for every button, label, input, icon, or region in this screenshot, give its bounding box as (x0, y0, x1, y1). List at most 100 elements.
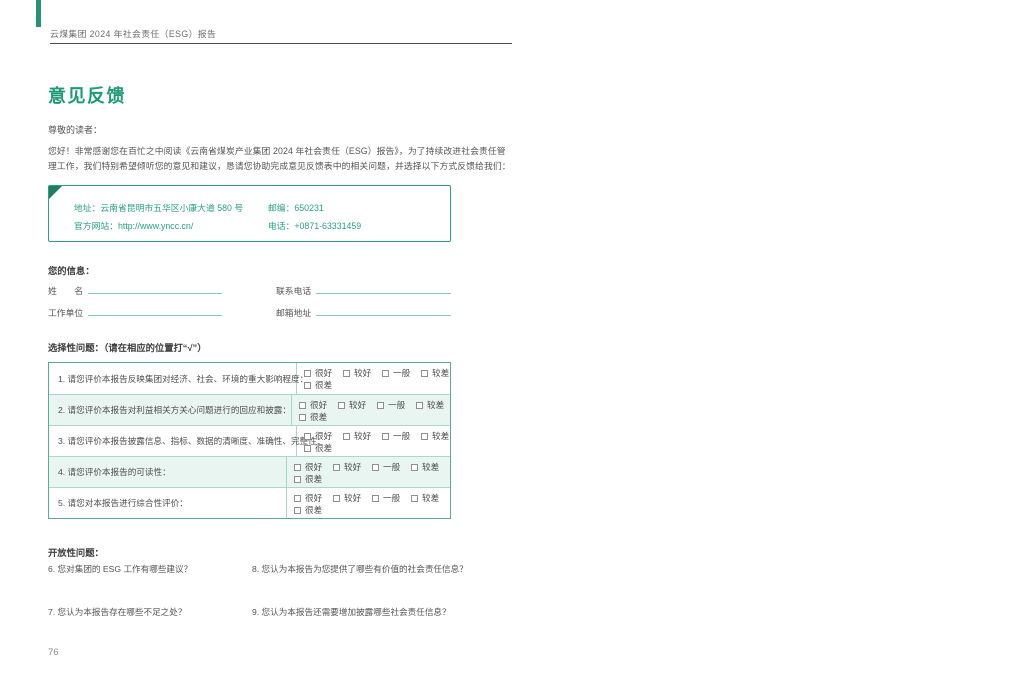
rating-option[interactable]: 很好 (304, 430, 343, 442)
rating-option[interactable]: 较好 (333, 492, 372, 504)
question-text: 3. 请您评价本报告披露信息、指标、数据的清晰度、准确性、完整性： (49, 426, 325, 456)
open-question-8: 8. 您认为本报告为您提供了哪些有价值的社会责任信息？ (252, 564, 468, 574)
checkbox-icon[interactable] (333, 494, 340, 502)
options-cell: 很好 较好 一般 较差 很差 (287, 488, 450, 518)
rating-option[interactable]: 很好 (304, 367, 343, 379)
contact-address: 地址：云南省昆明市五华区小康大道 580 号 (74, 203, 244, 213)
checkbox-icon[interactable] (372, 463, 379, 471)
checkbox-icon[interactable] (294, 494, 301, 502)
name-field-input[interactable] (88, 293, 222, 294)
rating-option[interactable]: 较差 (411, 461, 450, 473)
intro-paragraph-line-1: 您好！非常感谢您在百忙之中阅读《云南省煤炭产业集团 2024 年社会责任（ESG… (48, 146, 506, 156)
checkbox-icon[interactable] (421, 369, 428, 377)
rating-option-label: 很好 (305, 493, 323, 503)
checkbox-icon[interactable] (333, 463, 340, 471)
report-header-title: 云煤集团 2024 年社会责任（ESG）报告 (50, 29, 217, 39)
checkbox-icon[interactable] (421, 432, 428, 440)
checkbox-icon[interactable] (299, 401, 306, 409)
table-row: 3. 请您评价本报告披露信息、指标、数据的清晰度、准确性、完整性： 很好 较好 一般… (49, 425, 450, 456)
rating-option[interactable]: 较差 (411, 492, 450, 504)
rating-option[interactable]: 较好 (338, 399, 377, 411)
rating-option[interactable]: 较好 (343, 430, 382, 442)
page-number: 76 (48, 647, 59, 658)
rating-option[interactable]: 很差 (294, 504, 333, 516)
email-field-label: 邮箱地址 (276, 308, 312, 318)
rating-option-label: 很好 (305, 462, 323, 472)
checkbox-icon[interactable] (382, 369, 389, 377)
rating-option[interactable]: 一般 (372, 492, 411, 504)
table-row: 1. 请您评价本报告反映集团对经济、社会、环境的重大影响程度： 很好 较好 一般 较差… (49, 363, 450, 394)
rating-option-label: 较差 (432, 368, 450, 378)
contact-phone: 电话：+0871-63331459 (268, 221, 362, 231)
rating-option[interactable]: 较好 (343, 367, 382, 379)
rating-option[interactable]: 很差 (304, 442, 343, 454)
checkbox-icon[interactable] (382, 432, 389, 440)
checkbox-icon[interactable] (338, 401, 345, 409)
checkbox-icon[interactable] (343, 369, 350, 377)
workunit-field-input[interactable] (88, 315, 222, 316)
rating-option[interactable]: 较差 (421, 367, 460, 379)
open-question-6: 6. 您对集团的 ESG 工作有哪些建议？ (48, 564, 193, 574)
rating-option-label: 较好 (349, 400, 367, 410)
rating-option[interactable]: 很好 (299, 399, 338, 411)
rating-option[interactable]: 很好 (294, 461, 333, 473)
name-field-label: 姓 名 (48, 286, 84, 296)
phone-field-input[interactable] (316, 293, 451, 294)
options-cell: 很好 较好 一般 较差 很差 (297, 426, 460, 456)
table-row: 4. 请您评价本报告的可读性： 很好 较好 一般 较差 很差 (49, 456, 450, 487)
rating-option-label: 很差 (310, 412, 328, 422)
rating-option-label: 很差 (315, 380, 333, 390)
checkbox-icon[interactable] (416, 401, 423, 409)
contact-postcode: 邮编：650231 (268, 203, 324, 213)
checkbox-icon[interactable] (299, 413, 306, 421)
open-question-7: 7. 您认为本报告存在哪些不足之处？ (48, 607, 187, 617)
rating-option[interactable]: 很差 (294, 473, 333, 485)
rating-option-label: 一般 (388, 400, 406, 410)
checkbox-icon[interactable] (304, 432, 311, 440)
open-questions-heading: 开放性问题： (48, 548, 104, 558)
rating-option[interactable]: 很差 (304, 379, 343, 391)
intro-paragraph-line-2: 理工作，我们特别希望倾听您的意见和建议，恳请您协助完成意见反馈表中的相关问题，并… (48, 161, 511, 171)
options-cell: 很好 较好 一般 较差 很差 (297, 363, 460, 394)
rating-option[interactable]: 较差 (421, 430, 460, 442)
checkbox-icon[interactable] (377, 401, 384, 409)
rating-option-label: 一般 (383, 462, 401, 472)
checkbox-icon[interactable] (294, 463, 301, 471)
rating-option[interactable]: 一般 (382, 430, 421, 442)
checkbox-icon[interactable] (411, 463, 418, 471)
rating-option-label: 较好 (354, 368, 372, 378)
rating-option[interactable]: 一般 (377, 399, 416, 411)
contact-info-box: 地址：云南省昆明市五华区小康大道 580 号 邮编：650231 官方网站：ht… (48, 185, 451, 242)
checkbox-icon[interactable] (372, 494, 379, 502)
rating-option[interactable]: 很好 (294, 492, 333, 504)
rating-option[interactable]: 较差 (416, 399, 455, 411)
your-info-heading: 您的信息： (48, 266, 95, 276)
phone-field-label: 联系电话 (276, 286, 312, 296)
rating-option[interactable]: 较好 (333, 461, 372, 473)
checkbox-icon[interactable] (304, 444, 311, 452)
rating-option-label: 很好 (310, 400, 328, 410)
rating-option-label: 很差 (305, 505, 323, 515)
page-title: 意见反馈 (48, 86, 126, 106)
rating-option-label: 一般 (383, 493, 401, 503)
rating-option-label: 较好 (354, 431, 372, 441)
page-edge-accent-bar (36, 0, 41, 27)
checkbox-icon[interactable] (294, 506, 301, 514)
checkbox-icon[interactable] (411, 494, 418, 502)
workunit-field-label: 工作单位 (48, 308, 84, 318)
rating-option[interactable]: 很差 (299, 411, 338, 423)
contact-website[interactable]: 官方网站：http://www.yncc.cn/ (74, 221, 194, 231)
rating-option[interactable]: 一般 (372, 461, 411, 473)
corner-fold-icon (49, 186, 62, 199)
checkbox-icon[interactable] (343, 432, 350, 440)
options-cell: 很好 较好 一般 较差 很差 (287, 457, 450, 487)
rating-option[interactable]: 一般 (382, 367, 421, 379)
rating-option-label: 较好 (344, 462, 362, 472)
rating-table: 1. 请您评价本报告反映集团对经济、社会、环境的重大影响程度： 很好 较好 一般 较差… (48, 362, 451, 519)
checkbox-icon[interactable] (304, 381, 311, 389)
open-question-9: 9. 您认为本报告还需要增加披露哪些社会责任信息？ (252, 607, 451, 617)
rating-option-label: 较差 (422, 462, 440, 472)
email-field-input[interactable] (316, 315, 451, 316)
checkbox-icon[interactable] (304, 369, 311, 377)
checkbox-icon[interactable] (294, 475, 301, 483)
